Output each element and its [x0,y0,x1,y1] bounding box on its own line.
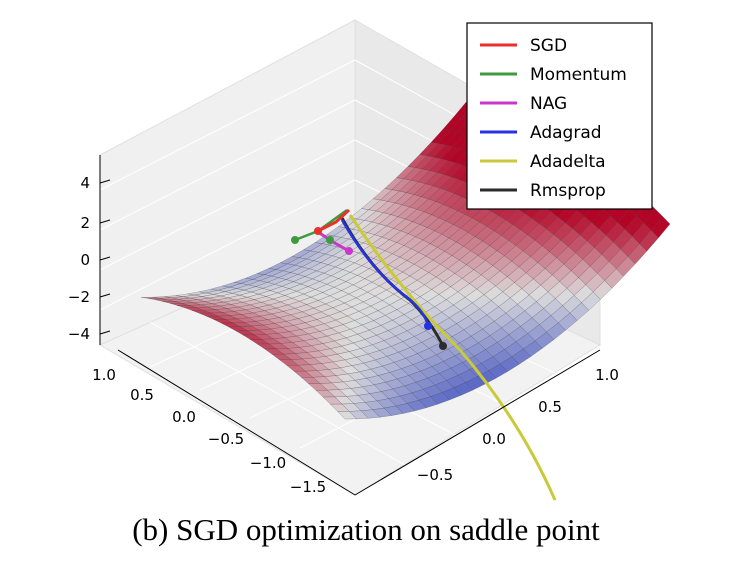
z-tick-label: −2 [68,288,90,306]
optimizer-trajectories [291,208,557,501]
x-tick-label: 0.0 [172,408,196,426]
figure-caption: (b) SGD optimization on saddle point [132,512,600,547]
z-tick-mark [99,179,111,184]
legend-label: NAG [530,94,567,114]
y-tick-label: 0.0 [482,430,506,448]
legend: SGD Momentum NAG Adagrad Adadelta Rmsprop [466,22,653,210]
trajectory-marker [326,236,334,244]
trajectory-marker [314,227,322,235]
y-tick-label: 0.5 [538,398,562,416]
x-axis-line [117,349,356,496]
x-tick-label: −1.5 [290,478,326,496]
trajectory-marker [291,236,299,244]
axis-ticks: 4 2 0 −2 −4 1.0 0.5 0.0 −0.5 −1.0−1.5 1.0 0.5 0.0 −0.… [68,174,619,496]
legend-label: SGD [530,36,567,56]
legend-box [466,22,653,210]
surface-patch [337,411,358,420]
y-axis-line [354,349,601,496]
x-tick-label: 0.5 [130,386,154,404]
trajectory-marker [424,322,432,330]
z-tick-label: 2 [80,214,90,232]
legend-label: Adadelta [530,152,606,172]
adagrad-path [340,219,430,327]
x-tick-label: −1.0 [250,454,286,472]
legend-label: Momentum [530,65,627,85]
legend-label: Adagrad [530,123,602,143]
z-tick-mark [99,293,111,298]
z-tick-label: 4 [80,174,90,192]
z-tick-mark [99,330,111,335]
trajectory-marker [439,342,447,350]
legend-label: Rmsprop [530,181,606,201]
z-tick-label: −4 [68,325,90,343]
z-tick-mark [99,219,111,224]
y-tick-label: −0.5 [417,466,453,484]
trajectory-marker [345,247,353,255]
z-tick-label: 0 [80,251,90,269]
x-tick-label: −0.5 [208,430,244,448]
x-tick-label: 1.0 [92,366,116,384]
adadelta-path [348,214,557,501]
y-tick-label: 1.0 [595,366,619,384]
sgd-path [317,208,351,233]
z-tick-mark [99,256,111,261]
